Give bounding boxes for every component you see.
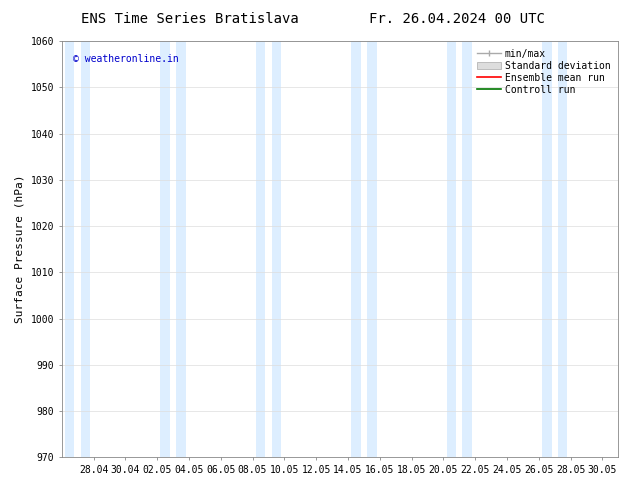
- Text: Fr. 26.04.2024 00 UTC: Fr. 26.04.2024 00 UTC: [368, 12, 545, 26]
- Bar: [558, 41, 567, 457]
- Bar: [176, 41, 186, 457]
- Bar: [446, 41, 456, 457]
- Legend: min/max, Standard deviation, Ensemble mean run, Controll run: min/max, Standard deviation, Ensemble me…: [474, 46, 614, 98]
- Bar: [542, 41, 552, 457]
- Bar: [271, 41, 281, 457]
- Bar: [256, 41, 265, 457]
- Bar: [351, 41, 361, 457]
- Bar: [367, 41, 377, 457]
- Text: © weatheronline.in: © weatheronline.in: [73, 53, 179, 64]
- Bar: [81, 41, 90, 457]
- Bar: [65, 41, 74, 457]
- Text: ENS Time Series Bratislava: ENS Time Series Bratislava: [81, 12, 299, 26]
- Bar: [160, 41, 170, 457]
- Bar: [462, 41, 472, 457]
- Y-axis label: Surface Pressure (hPa): Surface Pressure (hPa): [15, 175, 25, 323]
